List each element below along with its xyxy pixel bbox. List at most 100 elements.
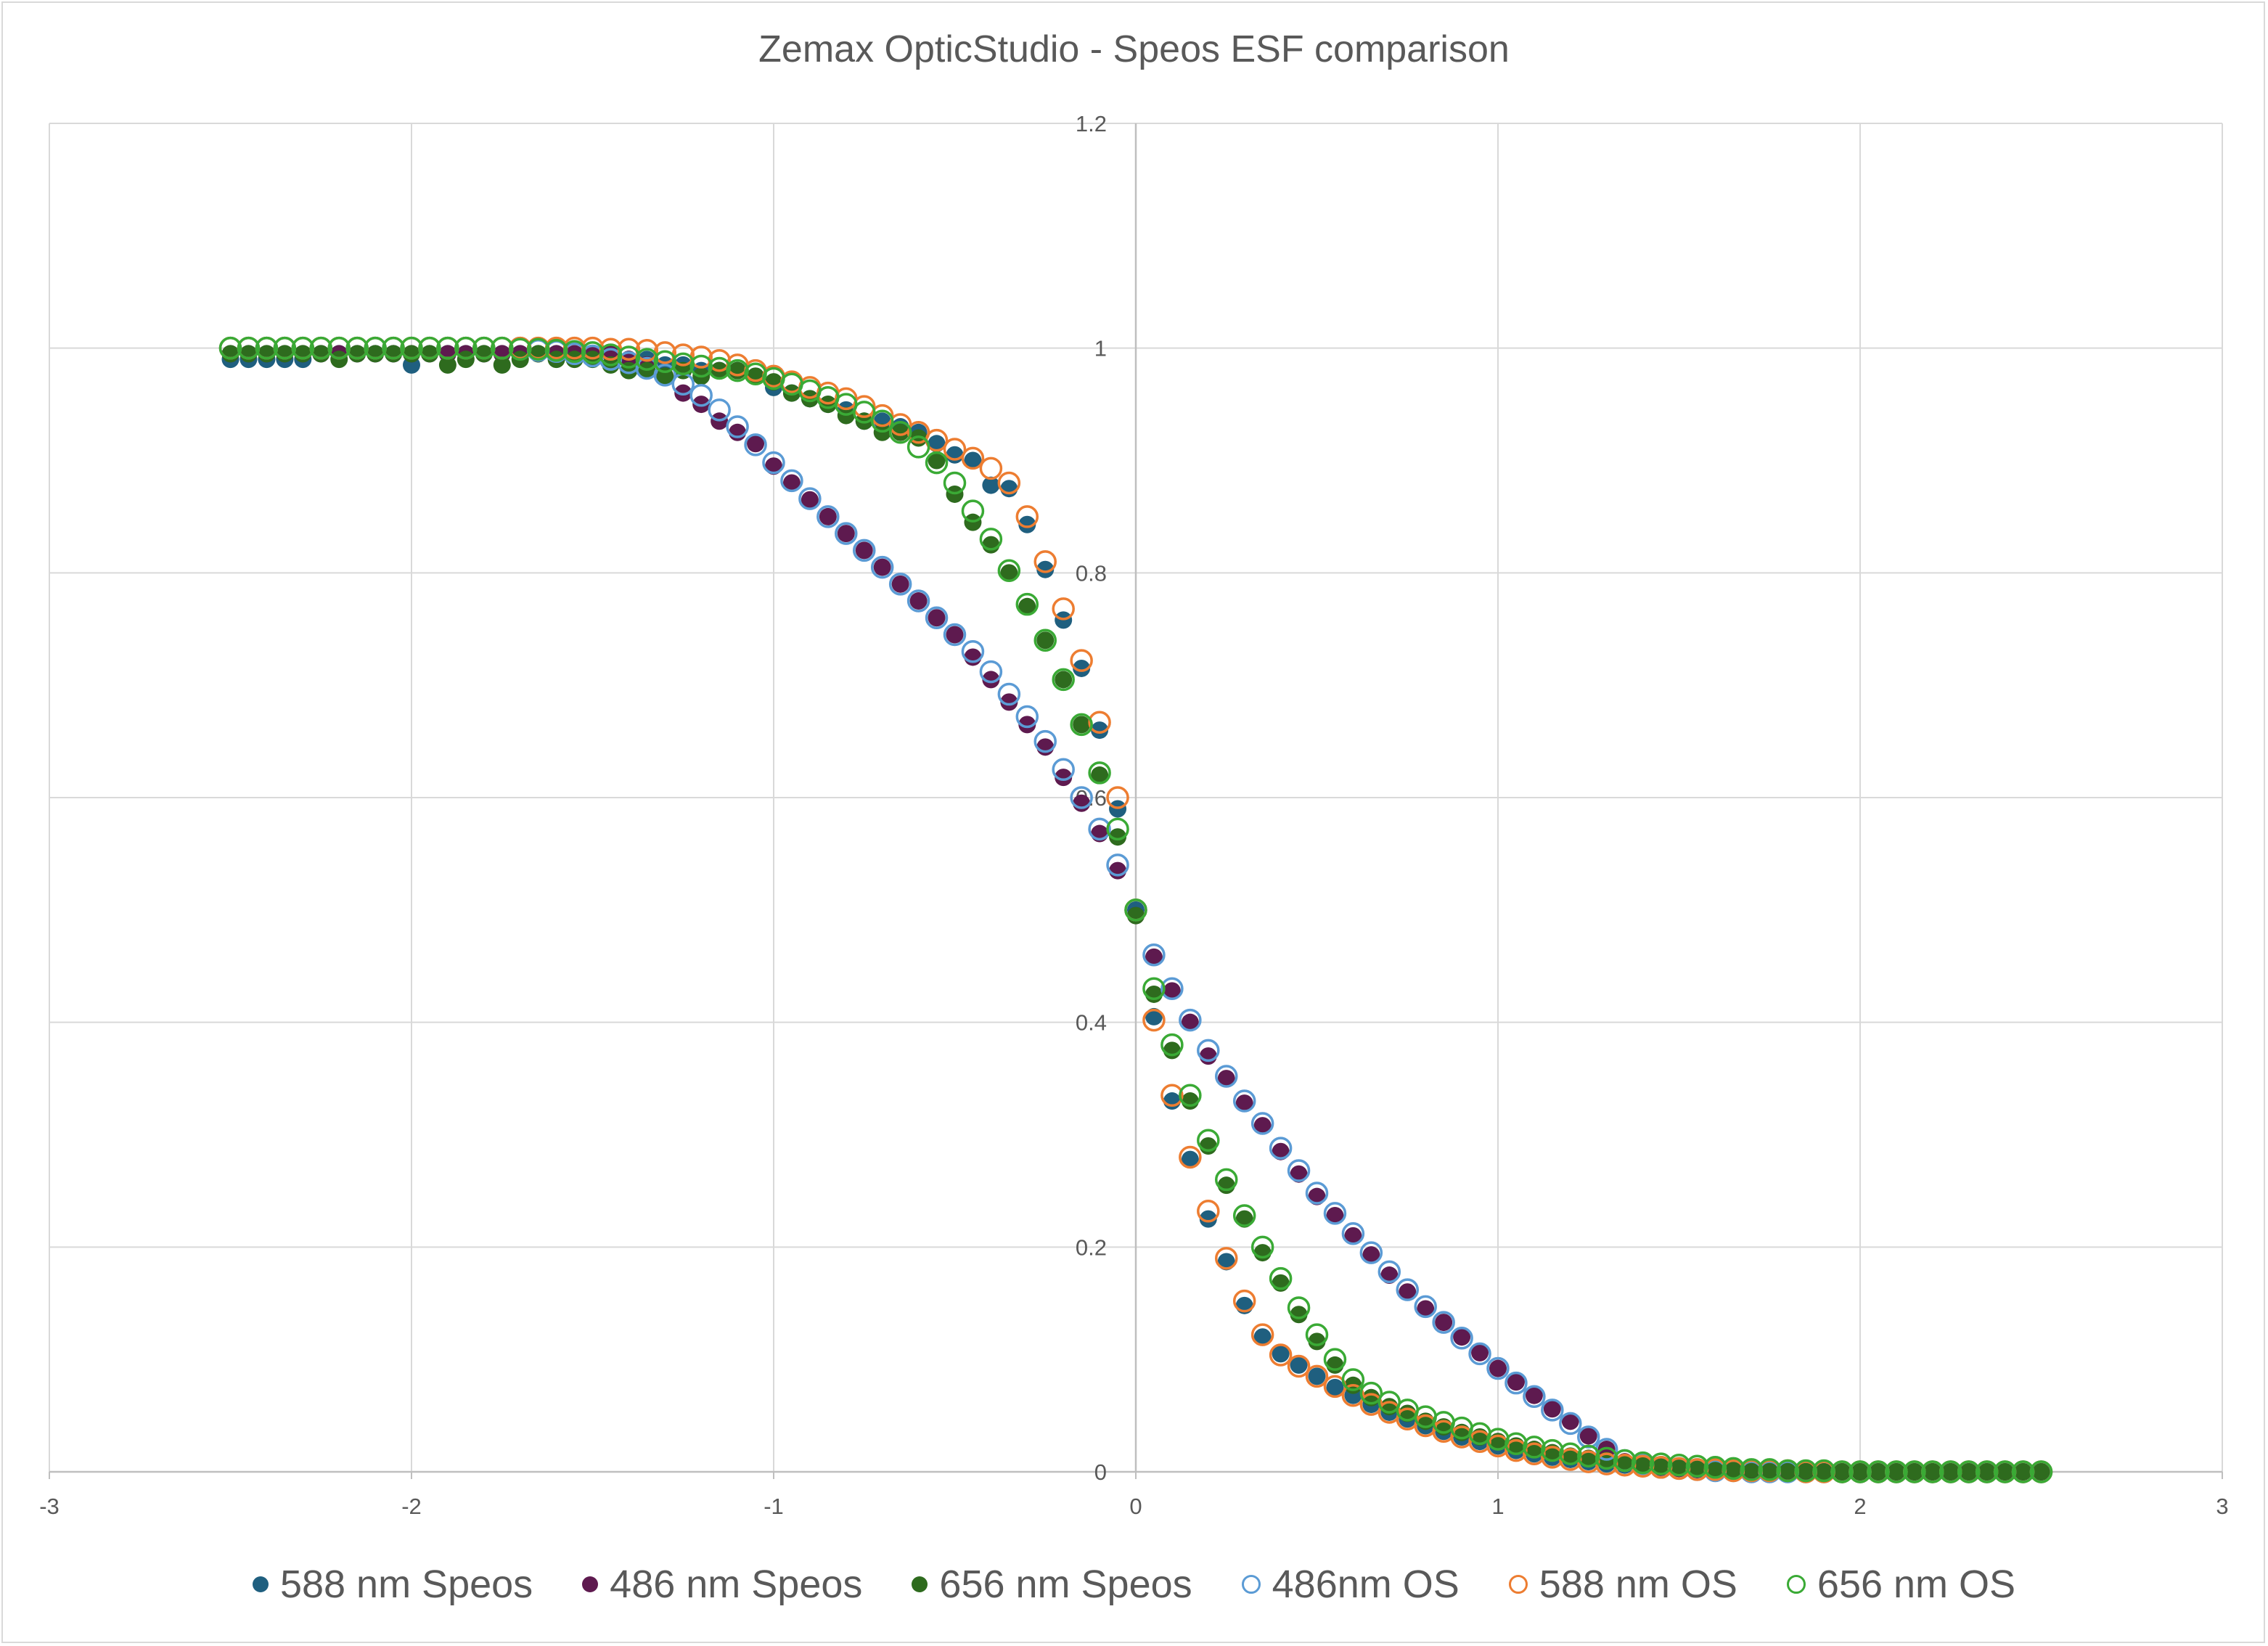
point-486nm-os (708, 398, 731, 422)
point-656-nm-speos (2032, 1463, 2050, 1481)
point-656-nm-os (1667, 1453, 1691, 1477)
point-656-nm-speos (1978, 1463, 1996, 1481)
point-656-nm-speos (240, 345, 258, 363)
point-656-nm-os (581, 341, 605, 364)
point-486nm-os (1287, 1159, 1311, 1182)
point-656-nm-os (1287, 1296, 1311, 1319)
point-486nm-os (997, 682, 1021, 706)
point-656-nm-os (1124, 898, 1147, 922)
point-656-nm-speos (1616, 1454, 1634, 1472)
point-656-nm-os (1794, 1459, 1817, 1483)
point-486-nm-speos (1417, 1300, 1435, 1318)
point-656-nm-speos (221, 345, 240, 363)
point-486nm-os (816, 505, 840, 528)
point-656-nm-os (1250, 1235, 1274, 1259)
point-656-nm-os (1740, 1458, 1764, 1481)
point-656-nm-os (870, 409, 894, 433)
point-486-nm-speos (982, 671, 1000, 689)
point-656-nm-speos (1761, 1462, 1779, 1480)
point-656-nm-speos (1706, 1459, 1724, 1478)
point-656-nm-speos (276, 345, 294, 363)
point-656-nm-speos (1145, 985, 1163, 1003)
point-656-nm-speos (420, 345, 438, 363)
point-656-nm-os (1849, 1460, 1872, 1483)
legend-marker-icon (1508, 1575, 1528, 1594)
point-486-nm-speos (1308, 1187, 1326, 1205)
point-486nm-os (1505, 1371, 1528, 1395)
point-588-nm-speos (1036, 560, 1055, 578)
point-656-nm-os (1975, 1460, 1999, 1483)
chart-title: Zemax OpticStudio - Speos ESF comparison (758, 28, 1510, 70)
point-486nm-os (1232, 1089, 1256, 1113)
point-588-nm-speos (1145, 1007, 1163, 1025)
point-486-nm-speos (819, 507, 837, 525)
point-486-nm-speos (1055, 769, 1073, 787)
point-656-nm-speos (1308, 1332, 1326, 1351)
x-tick-label: -3 (39, 1494, 60, 1519)
point-656-nm-os (1685, 1454, 1709, 1478)
point-656-nm-os (1867, 1460, 1890, 1483)
point-486nm-os (1341, 1222, 1365, 1245)
point-486-nm-speos (1199, 1047, 1217, 1065)
point-656-nm-os (1758, 1458, 1781, 1481)
point-656-nm-os (562, 340, 586, 364)
point-656-nm-os (1631, 1451, 1655, 1475)
point-656-nm-os (1033, 628, 1057, 652)
point-486nm-os (1250, 1112, 1274, 1135)
point-656-nm-os (508, 337, 532, 361)
point-486-nm-speos (801, 491, 819, 509)
point-588-nm-os (1179, 1145, 1202, 1169)
point-486-nm-speos (1073, 794, 1091, 812)
legend-label: 486nm OS (1272, 1563, 1460, 1606)
point-486nm-os (1432, 1311, 1455, 1334)
point-588-nm-os (853, 395, 876, 418)
point-656-nm-speos (1833, 1463, 1851, 1481)
point-486-nm-speos (1290, 1165, 1308, 1183)
point-486-nm-speos (1507, 1373, 1525, 1391)
point-486nm-os (1377, 1260, 1401, 1284)
point-656-nm-speos (1797, 1462, 1815, 1480)
point-588-nm-speos (1163, 1092, 1181, 1110)
point-588-nm-speos (1272, 1345, 1290, 1363)
point-656-nm-speos (1579, 1449, 1597, 1467)
point-486-nm-speos (1561, 1412, 1579, 1430)
point-656-nm-os (961, 499, 985, 523)
point-588-nm-os (1142, 1008, 1166, 1032)
point-656-nm-speos (1036, 631, 1055, 650)
point-656-nm-os (1341, 1368, 1365, 1391)
point-486-nm-speos (1217, 1070, 1235, 1088)
y-tick-label: 0.4 (1076, 1010, 1107, 1036)
point-656-nm-os (671, 352, 695, 376)
point-656-nm-os (1776, 1459, 1799, 1483)
point-656-nm-speos (348, 345, 367, 363)
point-486nm-os (1396, 1278, 1419, 1301)
point-656-nm-os (1505, 1432, 1528, 1456)
point-656-nm-os (364, 336, 387, 360)
legend-label: 486 nm Speos (610, 1563, 863, 1606)
point-486-nm-speos (1453, 1328, 1471, 1346)
point-656-nm-os (1939, 1460, 1962, 1483)
legend-marker-icon (912, 1576, 928, 1592)
point-486-nm-speos (1380, 1266, 1399, 1285)
point-588-nm-speos (928, 435, 946, 453)
y-tick-label: 0.8 (1076, 560, 1107, 586)
point-656-nm-speos (403, 345, 420, 363)
point-656-nm-os (943, 471, 967, 495)
x-tick-label: -1 (763, 1494, 784, 1519)
point-486nm-os (1523, 1385, 1546, 1409)
point-486nm-os (1070, 786, 1093, 809)
point-486-nm-speos (1235, 1094, 1253, 1113)
point-486nm-os (1215, 1065, 1238, 1088)
point-656-nm-os (997, 559, 1021, 582)
point-486-nm-speos (1036, 738, 1055, 756)
point-588-nm-speos (1253, 1328, 1272, 1346)
point-486nm-os (780, 469, 803, 493)
point-486-nm-speos (782, 474, 801, 492)
point-656-nm-speos (1055, 671, 1073, 689)
y-tick-label: 0 (1094, 1459, 1107, 1485)
point-656-nm-os (544, 339, 568, 362)
point-656-nm-os (1269, 1266, 1293, 1290)
point-656-nm-os (1812, 1459, 1835, 1483)
point-656-nm-speos (1127, 906, 1145, 925)
